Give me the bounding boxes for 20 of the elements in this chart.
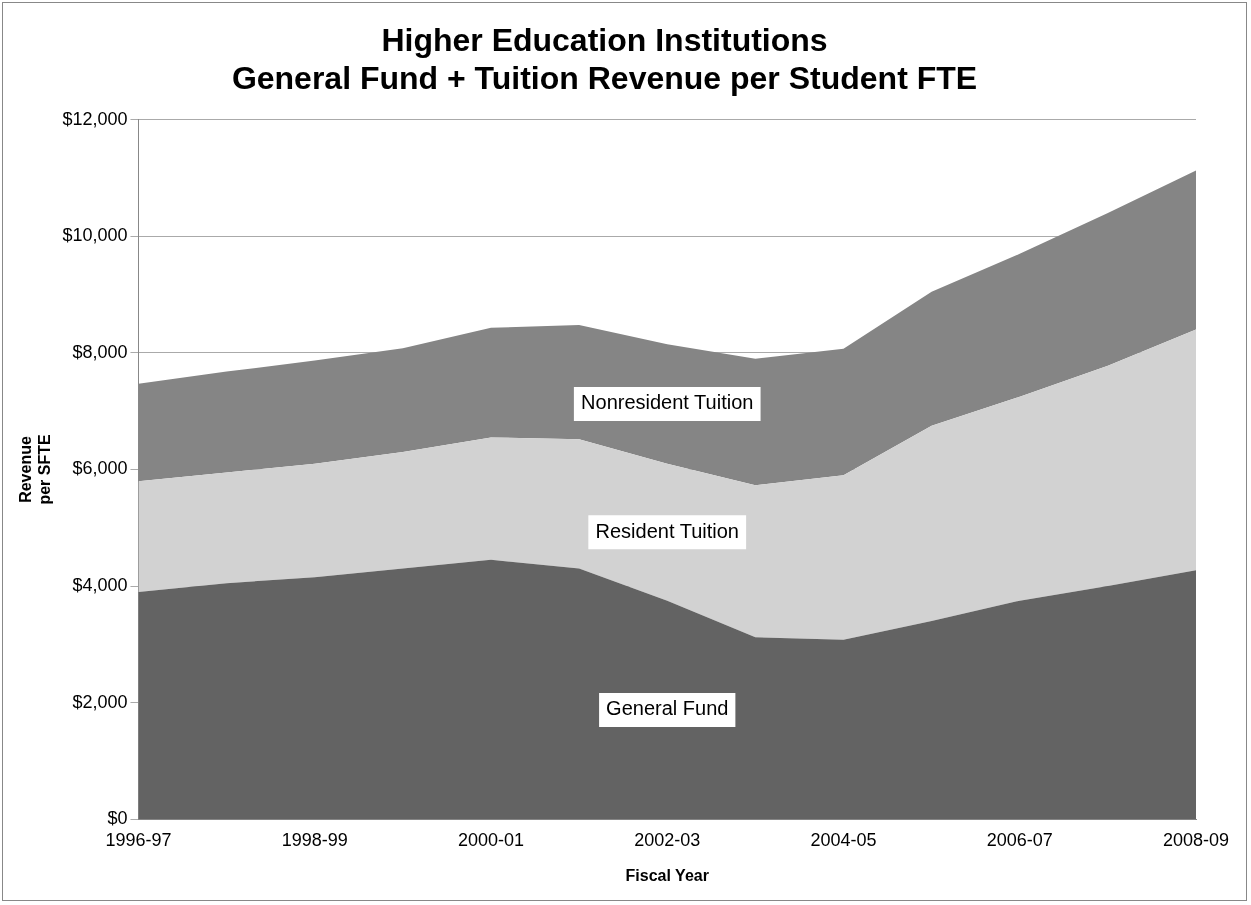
- series-label: Resident Tuition: [595, 519, 739, 542]
- chart-title: Higher Education Institutions General Fund + Tuition Revenue per Student FTE: [231, 22, 978, 97]
- y-axis-title: Revenue per SFTE: [17, 434, 54, 505]
- y-tick-label: $12,000: [62, 108, 128, 129]
- y-tick-label: $2,000: [72, 691, 128, 712]
- x-tick-label: 2002-03: [634, 829, 701, 850]
- y-tick-label: $8,000: [72, 341, 128, 362]
- y-tick-label: $10,000: [62, 225, 128, 246]
- series-label: General Fund: [606, 697, 729, 720]
- series-label: Nonresident Tuition: [581, 391, 754, 414]
- y-tick-label: $6,000: [72, 458, 128, 479]
- x-tick-label: 1996-97: [105, 829, 172, 850]
- x-tick-label: 2000-01: [457, 829, 525, 850]
- x-tick-label: 2008-09: [1162, 829, 1230, 850]
- x-tick-label: 1998-99: [281, 829, 348, 850]
- x-axis-title: Fiscal Year: [625, 866, 709, 884]
- x-tick-label: 2004-05: [810, 829, 877, 850]
- y-tick-label: $0: [107, 808, 128, 829]
- x-tick-label: 2006-07: [986, 829, 1053, 850]
- y-tick-label: $4,000: [72, 575, 128, 596]
